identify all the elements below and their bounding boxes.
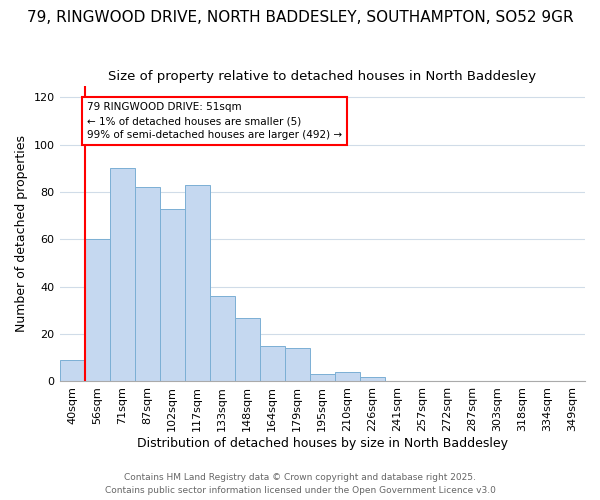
- Text: Contains HM Land Registry data © Crown copyright and database right 2025.
Contai: Contains HM Land Registry data © Crown c…: [104, 474, 496, 495]
- Bar: [185, 185, 209, 382]
- Bar: [235, 318, 260, 382]
- Y-axis label: Number of detached properties: Number of detached properties: [15, 135, 28, 332]
- Text: 79, RINGWOOD DRIVE, NORTH BADDESLEY, SOUTHAMPTON, SO52 9GR: 79, RINGWOOD DRIVE, NORTH BADDESLEY, SOU…: [26, 10, 574, 25]
- Bar: [59, 360, 85, 382]
- Bar: [110, 168, 134, 382]
- Bar: [285, 348, 310, 382]
- Bar: [335, 372, 360, 382]
- Bar: [260, 346, 285, 382]
- Bar: [310, 374, 335, 382]
- Title: Size of property relative to detached houses in North Baddesley: Size of property relative to detached ho…: [108, 70, 536, 83]
- Bar: [209, 296, 235, 382]
- Bar: [85, 240, 110, 382]
- Text: 79 RINGWOOD DRIVE: 51sqm
← 1% of detached houses are smaller (5)
99% of semi-det: 79 RINGWOOD DRIVE: 51sqm ← 1% of detache…: [87, 102, 342, 140]
- X-axis label: Distribution of detached houses by size in North Baddesley: Distribution of detached houses by size …: [137, 437, 508, 450]
- Bar: [360, 376, 385, 382]
- Bar: [134, 188, 160, 382]
- Bar: [160, 208, 185, 382]
